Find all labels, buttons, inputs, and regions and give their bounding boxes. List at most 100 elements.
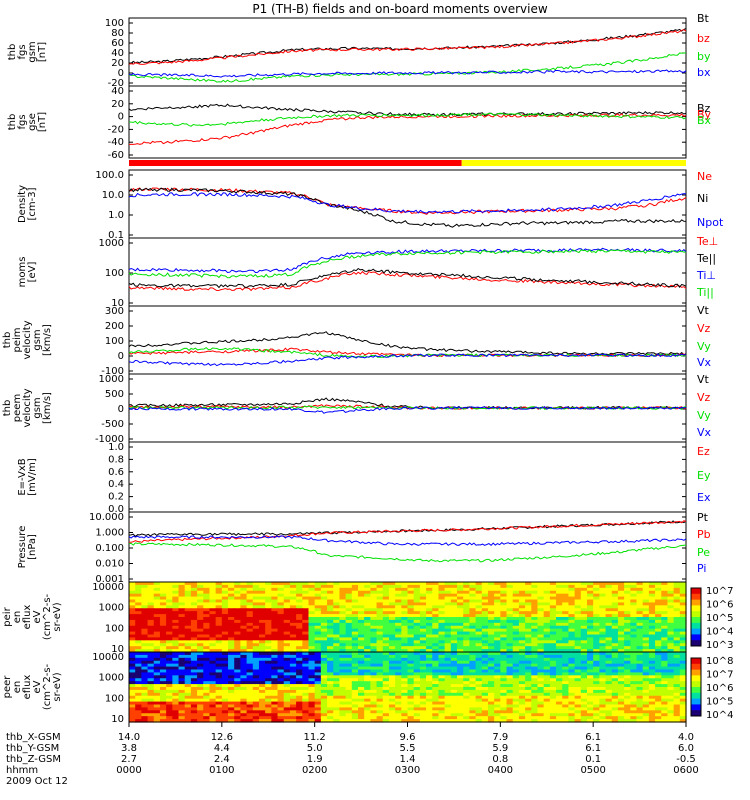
heatmap-cell <box>450 695 458 700</box>
heatmap-cell <box>141 710 149 714</box>
heatmap-cell <box>438 608 446 612</box>
heatmap-cell <box>271 599 279 604</box>
heatmap-cell <box>506 719 514 723</box>
heatmap-cell <box>450 614 458 618</box>
heatmap-cell <box>172 587 180 592</box>
heatmap-cell <box>388 713 396 717</box>
heatmap-cell <box>630 599 638 604</box>
heatmap-cell <box>568 608 576 612</box>
heatmap-cell <box>296 689 303 694</box>
heatmap-cell <box>159 719 167 723</box>
heatmap-cell <box>252 605 260 609</box>
heatmap-cell <box>636 698 644 703</box>
heatmap-cell <box>475 684 483 688</box>
heatmap-cell <box>531 713 539 717</box>
heatmap-cell <box>537 602 545 606</box>
heatmap-cell <box>209 602 217 606</box>
heatmap-cell <box>141 593 149 598</box>
heatmap-cell <box>655 637 662 641</box>
heatmap-cell <box>463 625 470 630</box>
heatmap-cell <box>432 611 440 615</box>
heatmap-cell <box>234 599 241 604</box>
heatmap-cell <box>617 710 625 714</box>
heatmap-cell <box>419 593 427 598</box>
heatmap-cell <box>624 681 631 685</box>
heatmap-cell <box>197 707 204 711</box>
heatmap-cell <box>265 678 272 682</box>
heatmap-cell <box>129 634 136 639</box>
heatmap-cell <box>661 652 669 656</box>
heatmap-cell <box>271 687 279 691</box>
heatmap-cell <box>382 710 390 714</box>
heatmap-cell <box>593 605 600 609</box>
heatmap-cell <box>129 640 136 644</box>
heatmap-cell <box>190 640 198 644</box>
ylabel-line: gse <box>27 113 38 131</box>
heatmap-cell <box>357 669 365 674</box>
heatmap-cell <box>438 669 446 674</box>
heatmap-cell <box>556 666 563 671</box>
heatmap-cell <box>432 681 440 685</box>
heatmap-cell <box>580 719 588 723</box>
heatmap-cell <box>296 666 303 671</box>
heatmap-cell <box>593 689 600 694</box>
heatmap-cell <box>302 628 310 633</box>
heatmap-cell <box>549 713 557 717</box>
heatmap-cell <box>258 596 266 601</box>
heatmap-cell <box>457 587 464 592</box>
heatmap-cell <box>457 684 464 688</box>
heatmap-cell <box>586 619 594 624</box>
heatmap-cell <box>617 684 625 688</box>
heatmap-cell <box>178 663 186 668</box>
heatmap-cell <box>153 582 161 586</box>
heatmap-cell <box>246 678 254 682</box>
heatmap-cell <box>419 675 427 679</box>
heatmap-cell <box>506 593 514 598</box>
heatmap-cell <box>407 622 415 627</box>
heatmap-cell <box>506 684 514 688</box>
heatmap-cell <box>469 687 477 691</box>
heatmap-cell <box>246 619 254 624</box>
heatmap-cell <box>661 628 669 633</box>
xaxis-row-label: thb_Z-GSM <box>6 754 61 765</box>
heatmap-cell <box>215 611 223 615</box>
heatmap-cell <box>296 584 303 589</box>
heatmap-cell <box>407 643 415 647</box>
heatmap-cell <box>345 719 353 723</box>
ytick-label: -20 <box>108 78 124 89</box>
heatmap-cell <box>178 622 186 627</box>
heatmap-cell <box>531 605 539 609</box>
heatmap-cell <box>141 681 149 685</box>
heatmap-cell <box>395 634 402 639</box>
heatmap-cell <box>673 649 681 653</box>
heatmap-cell <box>289 608 297 612</box>
heatmap-cell <box>246 617 254 621</box>
heatmap-cell <box>190 652 198 656</box>
heatmap-cell <box>172 590 180 595</box>
heatmap-cell <box>333 640 341 644</box>
heatmap-cell <box>172 646 180 650</box>
heatmap-cell <box>234 698 241 703</box>
heatmap-cell <box>258 587 266 592</box>
heatmap-cell <box>549 614 557 618</box>
heatmap-cell <box>642 663 650 668</box>
heatmap-cell <box>549 695 557 700</box>
heatmap-cell <box>661 640 669 644</box>
heatmap-cell <box>512 704 520 709</box>
heatmap-cell <box>376 707 384 711</box>
heatmap-cell <box>407 678 415 682</box>
heatmap-cell <box>327 619 334 624</box>
heatmap-cell <box>184 631 192 636</box>
heatmap-cell <box>203 678 211 682</box>
heatmap-cell <box>463 666 470 671</box>
heatmap-cell <box>630 695 638 700</box>
heatmap-cell <box>562 637 570 641</box>
ytick-label: -100 <box>101 366 124 377</box>
heatmap-cell <box>648 666 656 671</box>
heatmap-cell <box>370 611 378 615</box>
heatmap-cell <box>543 649 551 653</box>
heatmap-cell <box>481 695 489 700</box>
heatmap-cell <box>450 593 458 598</box>
heatmap-cell <box>184 643 192 647</box>
heatmap-cell <box>593 657 600 662</box>
